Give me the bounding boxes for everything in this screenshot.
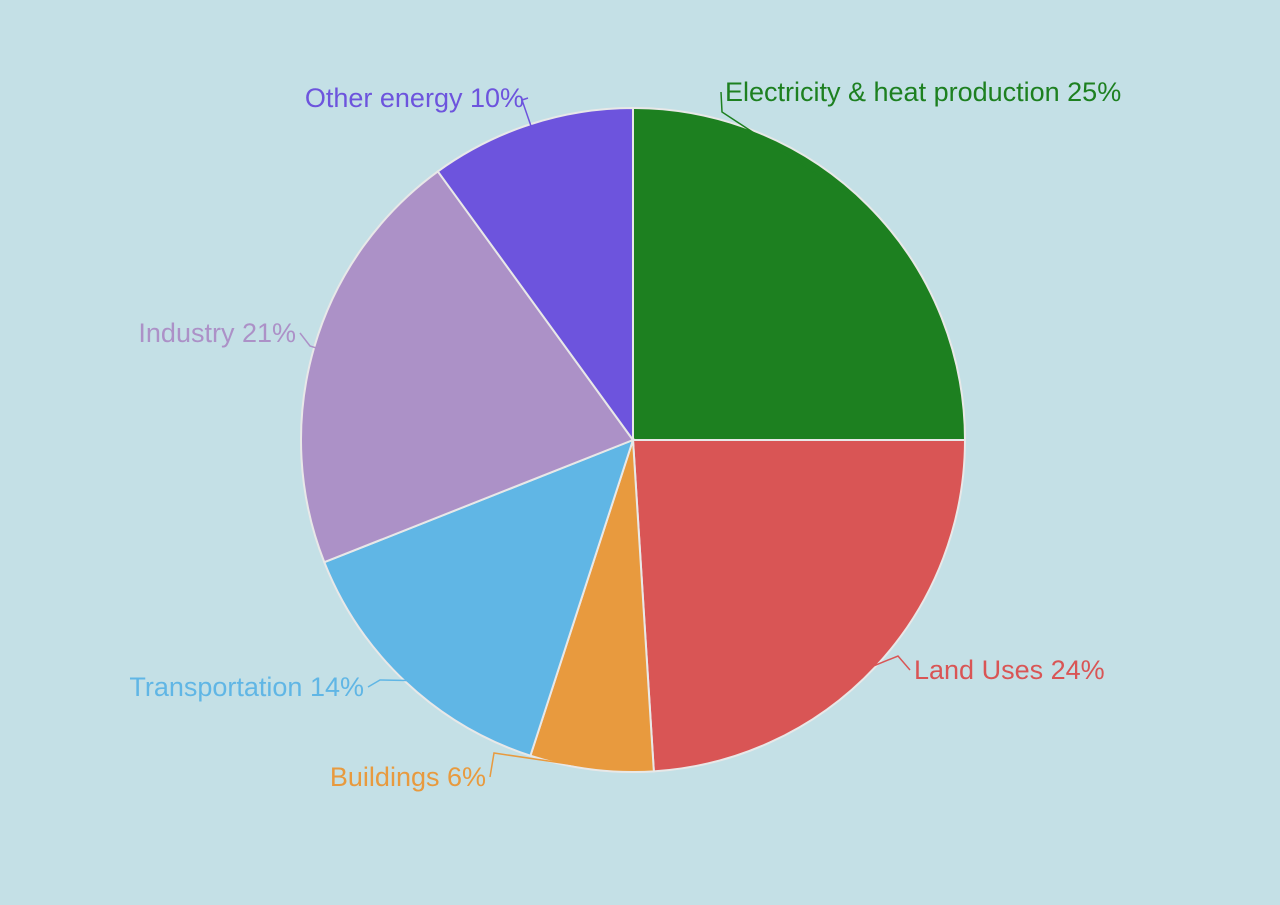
leader-line-buildings (489, 752, 592, 778)
pie-slice-land-uses (631, 439, 967, 773)
slice-label-land-uses: Land Uses 24% (914, 655, 1105, 685)
slice-labels-layer: Electricity & heat production 25% Land Us… (129, 77, 1121, 792)
slice-label-transportation: Transportation 14% (129, 672, 364, 702)
slice-label-buildings: Buildings 6% (330, 762, 486, 792)
slice-label-industry: Industry 21% (138, 318, 296, 348)
slices-layer (300, 106, 967, 773)
leader-lines-layer (299, 91, 911, 778)
leader-line-electricity-and-heat-production (720, 91, 867, 208)
slice-label-electricity-and-heat-production: Electricity & heat production 25% (725, 77, 1121, 107)
pie-slice-buildings (529, 439, 655, 773)
leader-line-land-uses (873, 655, 911, 671)
leader-line-transportation (367, 679, 408, 688)
slice-label-other-energy: Other energy 10% (305, 83, 524, 113)
leader-line-other-energy (521, 97, 532, 127)
pie-slice-transportation (323, 438, 635, 758)
pie-slice-electricity-and-heat-production (632, 106, 967, 441)
leader-line-industry (299, 332, 317, 349)
